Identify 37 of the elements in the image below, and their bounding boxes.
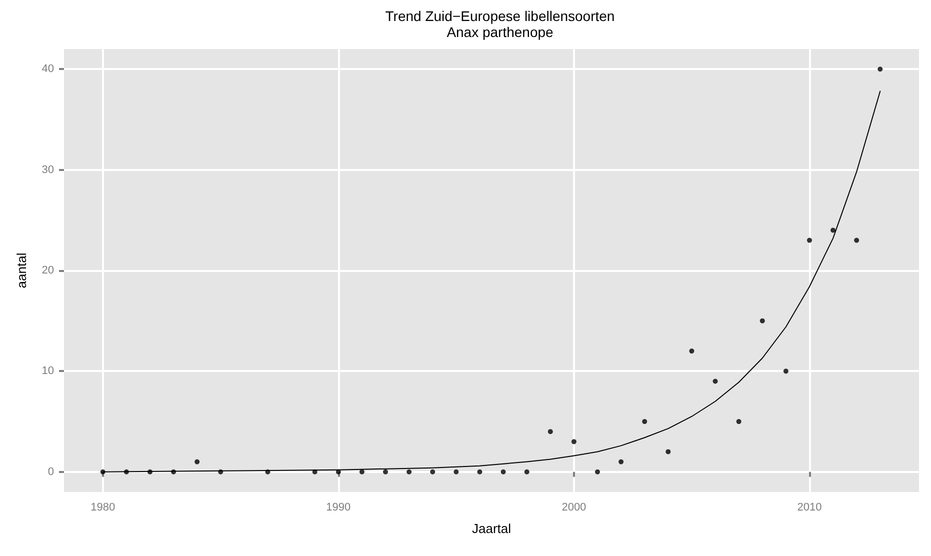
point bbox=[430, 469, 436, 474]
chart-title: Trend Zuid−Europese libellensoorten bbox=[385, 8, 615, 24]
point bbox=[736, 419, 742, 424]
point bbox=[712, 378, 718, 384]
chart-subtitle: Anax parthenope bbox=[446, 24, 554, 40]
point bbox=[383, 469, 388, 474]
x-tick-label: 2010 bbox=[797, 502, 822, 514]
point bbox=[642, 419, 648, 424]
point bbox=[406, 469, 412, 474]
point bbox=[689, 348, 694, 354]
x-tick-label: 1990 bbox=[326, 502, 351, 514]
point bbox=[783, 368, 788, 374]
point bbox=[194, 459, 200, 464]
point bbox=[854, 238, 860, 243]
y-tick-label: 10 bbox=[42, 365, 54, 378]
point bbox=[618, 459, 624, 464]
point bbox=[666, 449, 671, 454]
point bbox=[594, 469, 600, 474]
y-tick-label: 0 bbox=[48, 466, 54, 478]
point bbox=[454, 469, 459, 474]
y-tick-label: 40 bbox=[42, 63, 54, 76]
point bbox=[806, 238, 812, 243]
y-tick-label: 30 bbox=[42, 164, 54, 176]
y-axis-title: aantal bbox=[14, 252, 29, 288]
x-tick-label: 2000 bbox=[562, 502, 586, 514]
point bbox=[548, 429, 553, 434]
point bbox=[524, 469, 530, 474]
x-axis-title: Jaartal bbox=[472, 521, 512, 536]
point bbox=[359, 469, 364, 474]
point bbox=[477, 469, 482, 474]
point bbox=[830, 228, 836, 233]
point bbox=[500, 469, 506, 474]
point bbox=[878, 66, 883, 72]
point bbox=[571, 439, 576, 444]
point bbox=[760, 318, 765, 324]
y-tick-label: 20 bbox=[42, 264, 54, 276]
x-tick-label: 1980 bbox=[90, 502, 116, 514]
